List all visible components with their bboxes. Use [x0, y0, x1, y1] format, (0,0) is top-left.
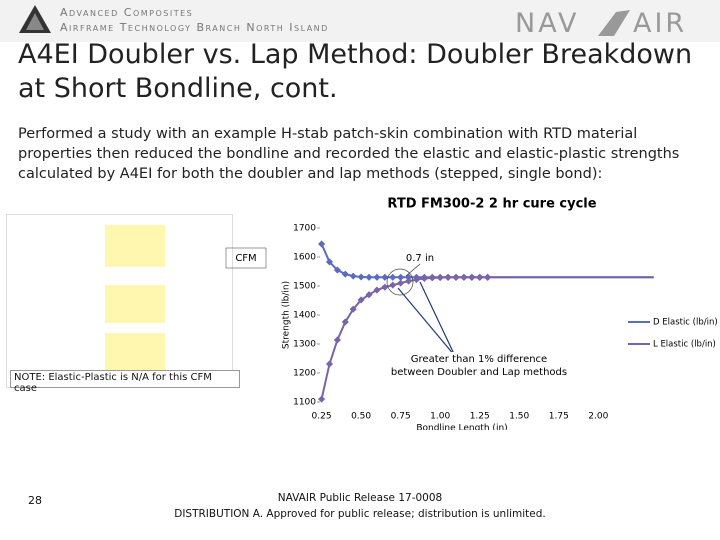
y-tick-label: 1300	[293, 340, 316, 350]
note: NOTE: Elastic-Plastic is N/A for this CF…	[10, 370, 240, 394]
point	[452, 273, 460, 281]
point	[381, 283, 389, 291]
cell-block	[105, 285, 165, 323]
point	[405, 277, 413, 285]
annotation-box	[225, 247, 267, 269]
annotation: 0.7 in	[406, 253, 434, 264]
point	[428, 274, 436, 282]
x-tick-label: 0.25	[312, 412, 332, 422]
x-tick-label: 1.50	[509, 412, 529, 422]
chart: RTD FM300-2 2 hr cure cycle 1100 1200 1300 1…	[225, 197, 718, 431]
arrow	[419, 281, 456, 357]
callout-box	[388, 352, 570, 386]
logo-badge	[19, 5, 51, 33]
branch: Airframe Technology Branch North Island	[60, 21, 329, 34]
point	[389, 273, 397, 281]
callout-text: Greater than 1% difference between Doubl…	[390, 354, 568, 378]
point	[341, 318, 349, 326]
x-tick-label: 0.75	[391, 412, 411, 422]
org: Advanced Composites	[60, 6, 194, 19]
point	[373, 273, 381, 281]
y-tick-label: 1100	[293, 398, 316, 408]
point	[349, 305, 357, 313]
release: NAVAIR Public Release 17-0008	[277, 492, 443, 504]
point	[357, 296, 365, 304]
y-tick-label: 1700	[293, 224, 316, 234]
x-tick-label: 1.75	[549, 412, 569, 422]
point	[318, 395, 326, 403]
point	[318, 240, 326, 248]
x-tick-label: 1.25	[470, 412, 490, 422]
x-tick-label: 2.00	[588, 412, 608, 422]
logo-right: AIR	[633, 8, 688, 39]
point	[325, 360, 334, 368]
point	[412, 276, 421, 284]
slide-title: A4EI Doubler vs. Lap Method: Doubler Bre…	[18, 39, 693, 104]
point	[357, 273, 365, 281]
y-tick-label: 1600	[293, 253, 316, 263]
chart-title: RTD FM300-2 2 hr cure cycle	[387, 197, 596, 212]
callout: Greater than 1% difference between Doubl…	[390, 354, 568, 378]
x-tick-label: 1.00	[430, 412, 450, 422]
point	[373, 286, 381, 294]
point	[476, 273, 484, 281]
spreadsheet-image	[6, 214, 233, 388]
point	[333, 266, 341, 274]
y-tick-label: 1200	[293, 369, 316, 379]
cell-block	[105, 225, 165, 267]
point	[484, 273, 492, 281]
distribution: DISTRIBUTION A. Approved for public rele…	[174, 508, 546, 520]
x-tick-label: 0.50	[351, 412, 371, 422]
point	[397, 279, 405, 287]
point	[333, 336, 341, 344]
body-text: Performed a study with an example H-stab…	[18, 126, 680, 182]
legend-label: D Elastic (lb/in)	[653, 318, 718, 328]
x-axis-label: Bondline Length (in)	[416, 424, 507, 431]
point	[341, 270, 349, 278]
point	[381, 273, 389, 281]
cell-block	[105, 333, 165, 371]
logo-wing	[598, 10, 630, 36]
arrow	[405, 263, 421, 277]
point	[349, 272, 357, 280]
point	[325, 258, 334, 266]
highlight-circle	[386, 268, 414, 296]
point	[365, 291, 373, 299]
y-tick-label: 1400	[293, 311, 316, 321]
point	[365, 273, 373, 281]
point	[460, 273, 468, 281]
arrow	[397, 287, 456, 357]
point	[389, 281, 397, 289]
point	[397, 273, 405, 281]
logo-left: NAV	[515, 8, 580, 39]
point	[436, 274, 444, 282]
page-number: 28	[28, 494, 42, 507]
point	[420, 274, 428, 282]
point	[444, 273, 452, 281]
legend-label: L Elastic (lb/in)	[653, 340, 716, 350]
y-axis-label: Strength (lb/in)	[282, 281, 292, 349]
series-line	[320, 243, 654, 279]
point	[468, 273, 476, 281]
annotation: CFM	[235, 253, 256, 264]
y-tick-label: 1500	[293, 282, 316, 292]
